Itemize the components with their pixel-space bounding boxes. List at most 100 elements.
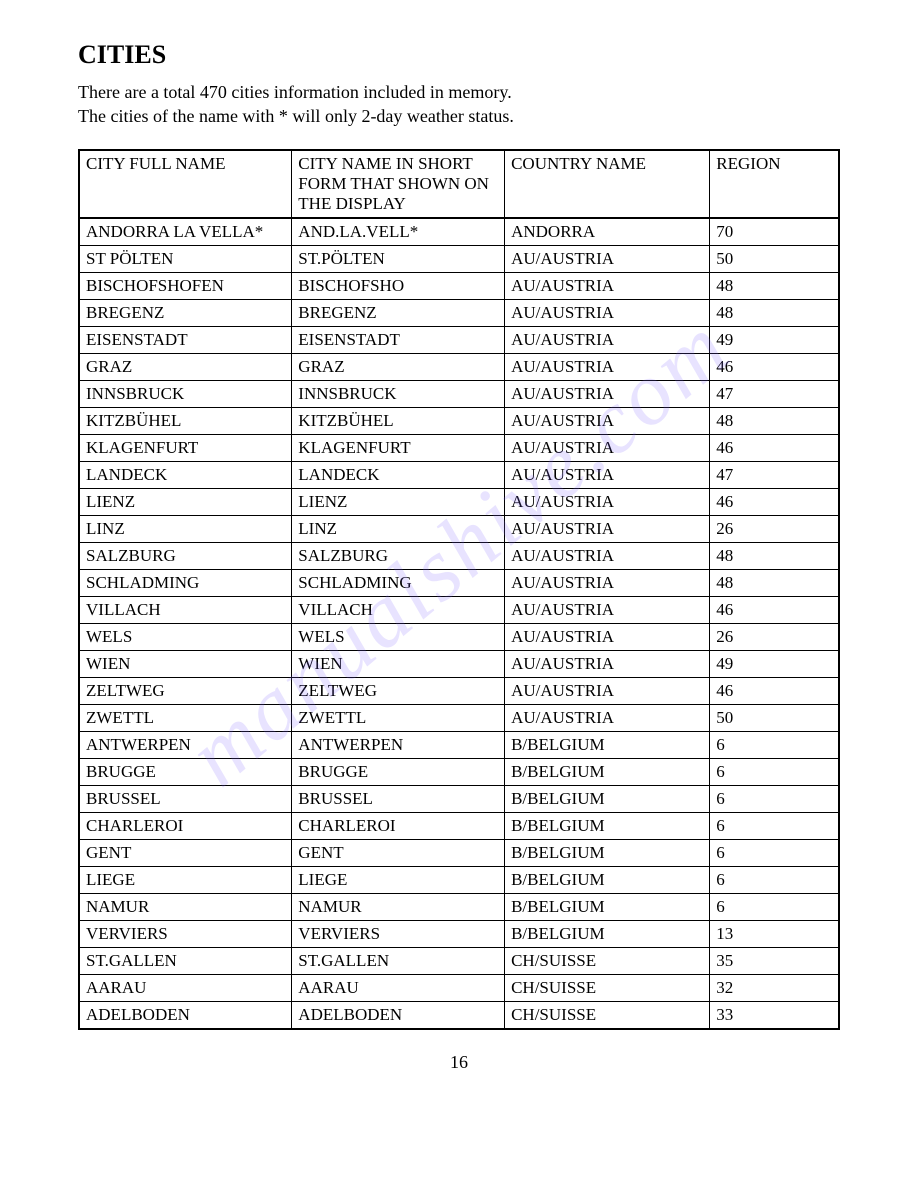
table-cell: GRAZ xyxy=(79,353,292,380)
table-cell: ST.GALLEN xyxy=(79,947,292,974)
table-cell: LANDECK xyxy=(79,461,292,488)
table-cell: VILLACH xyxy=(292,596,505,623)
table-row: LIEGELIEGEB/BELGIUM6 xyxy=(79,866,839,893)
table-cell: 46 xyxy=(710,596,839,623)
table-cell: AU/AUSTRIA xyxy=(505,299,710,326)
table-cell: ANTWERPEN xyxy=(79,731,292,758)
table-cell: LIEGE xyxy=(292,866,505,893)
table-cell: AU/AUSTRIA xyxy=(505,380,710,407)
table-cell: 32 xyxy=(710,974,839,1001)
table-cell: 49 xyxy=(710,326,839,353)
table-cell: ST PÖLTEN xyxy=(79,245,292,272)
table-cell: AU/AUSTRIA xyxy=(505,650,710,677)
table-cell: AU/AUSTRIA xyxy=(505,488,710,515)
table-row: ZELTWEGZELTWEGAU/AUSTRIA46 xyxy=(79,677,839,704)
table-cell: 6 xyxy=(710,812,839,839)
table-cell: VERVIERS xyxy=(79,920,292,947)
table-cell: LANDECK xyxy=(292,461,505,488)
table-cell: ZWETTL xyxy=(79,704,292,731)
table-cell: 70 xyxy=(710,218,839,246)
table-cell: AARAU xyxy=(292,974,505,1001)
table-cell: B/BELGIUM xyxy=(505,893,710,920)
table-cell: EISENSTADT xyxy=(79,326,292,353)
table-cell: SCHLADMING xyxy=(292,569,505,596)
table-cell: AU/AUSTRIA xyxy=(505,677,710,704)
table-cell: VERVIERS xyxy=(292,920,505,947)
table-cell: 50 xyxy=(710,245,839,272)
table-cell: AU/AUSTRIA xyxy=(505,326,710,353)
table-cell: 6 xyxy=(710,866,839,893)
table-cell: 6 xyxy=(710,731,839,758)
table-row: BISCHOFSHOFENBISCHOFSHOAU/AUSTRIA48 xyxy=(79,272,839,299)
table-cell: AARAU xyxy=(79,974,292,1001)
table-cell: AU/AUSTRIA xyxy=(505,623,710,650)
table-cell: CHARLEROI xyxy=(79,812,292,839)
table-cell: LIENZ xyxy=(79,488,292,515)
table-cell: 46 xyxy=(710,488,839,515)
column-header-country: COUNTRY NAME xyxy=(505,150,710,218)
table-cell: BRUGGE xyxy=(79,758,292,785)
table-cell: 33 xyxy=(710,1001,839,1029)
table-cell: B/BELGIUM xyxy=(505,758,710,785)
table-row: EISENSTADTEISENSTADTAU/AUSTRIA49 xyxy=(79,326,839,353)
table-cell: AU/AUSTRIA xyxy=(505,407,710,434)
table-cell: INNSBRUCK xyxy=(292,380,505,407)
table-cell: NAMUR xyxy=(292,893,505,920)
table-row: CHARLEROICHARLEROIB/BELGIUM6 xyxy=(79,812,839,839)
table-row: WIENWIENAU/AUSTRIA49 xyxy=(79,650,839,677)
column-header-region: REGION xyxy=(710,150,839,218)
table-cell: AU/AUSTRIA xyxy=(505,353,710,380)
table-cell: 49 xyxy=(710,650,839,677)
table-cell: BRUSSEL xyxy=(79,785,292,812)
table-cell: WIEN xyxy=(79,650,292,677)
table-cell: 48 xyxy=(710,542,839,569)
table-cell: INNSBRUCK xyxy=(79,380,292,407)
table-cell: KLAGENFURT xyxy=(292,434,505,461)
table-row: ST PÖLTEN ST.PÖLTENAU/AUSTRIA50 xyxy=(79,245,839,272)
table-cell: B/BELGIUM xyxy=(505,920,710,947)
table-cell: 6 xyxy=(710,758,839,785)
table-cell: 48 xyxy=(710,569,839,596)
table-cell: ANTWERPEN xyxy=(292,731,505,758)
table-cell: ST.GALLEN xyxy=(292,947,505,974)
table-cell: AU/AUSTRIA xyxy=(505,542,710,569)
table-row: KITZBÜHELKITZBÜHELAU/AUSTRIA48 xyxy=(79,407,839,434)
table-cell: 48 xyxy=(710,299,839,326)
table-cell: GENT xyxy=(292,839,505,866)
table-cell: 26 xyxy=(710,623,839,650)
table-cell: EISENSTADT xyxy=(292,326,505,353)
page-title: CITIES xyxy=(78,40,840,70)
table-cell: LIENZ xyxy=(292,488,505,515)
intro-text: There are a total 470 cities information… xyxy=(78,80,840,129)
table-cell: 35 xyxy=(710,947,839,974)
table-cell: AU/AUSTRIA xyxy=(505,272,710,299)
table-row: VILLACHVILLACHAU/AUSTRIA46 xyxy=(79,596,839,623)
table-cell: NAMUR xyxy=(79,893,292,920)
table-cell: B/BELGIUM xyxy=(505,785,710,812)
table-cell: BREGENZ xyxy=(292,299,505,326)
table-cell: 48 xyxy=(710,407,839,434)
table-row: ANDORRA LA VELLA*AND.LA.VELL*ANDORRA70 xyxy=(79,218,839,246)
table-cell: B/BELGIUM xyxy=(505,839,710,866)
table-cell: BRUSSEL xyxy=(292,785,505,812)
table-row: BRUSSELBRUSSELB/BELGIUM6 xyxy=(79,785,839,812)
table-cell: B/BELGIUM xyxy=(505,812,710,839)
table-cell: 6 xyxy=(710,893,839,920)
table-cell: CH/SUISSE xyxy=(505,974,710,1001)
table-row: WELSWELSAU/AUSTRIA26 xyxy=(79,623,839,650)
table-cell: BRUGGE xyxy=(292,758,505,785)
table-cell: 48 xyxy=(710,272,839,299)
table-cell: CHARLEROI xyxy=(292,812,505,839)
table-cell: SALZBURG xyxy=(79,542,292,569)
table-cell: ST.PÖLTEN xyxy=(292,245,505,272)
table-row: SCHLADMINGSCHLADMINGAU/AUSTRIA48 xyxy=(79,569,839,596)
table-cell: AU/AUSTRIA xyxy=(505,515,710,542)
intro-line-1: There are a total 470 cities information… xyxy=(78,80,840,104)
table-cell: WIEN xyxy=(292,650,505,677)
table-cell: BISCHOFSHOFEN xyxy=(79,272,292,299)
intro-line-2: The cities of the name with * will only … xyxy=(78,104,840,128)
table-row: NAMURNAMURB/BELGIUM6 xyxy=(79,893,839,920)
column-header-short-name: CITY NAME IN SHORT FORM THAT SHOWN ON TH… xyxy=(292,150,505,218)
table-cell: KLAGENFURT xyxy=(79,434,292,461)
table-cell: WELS xyxy=(292,623,505,650)
